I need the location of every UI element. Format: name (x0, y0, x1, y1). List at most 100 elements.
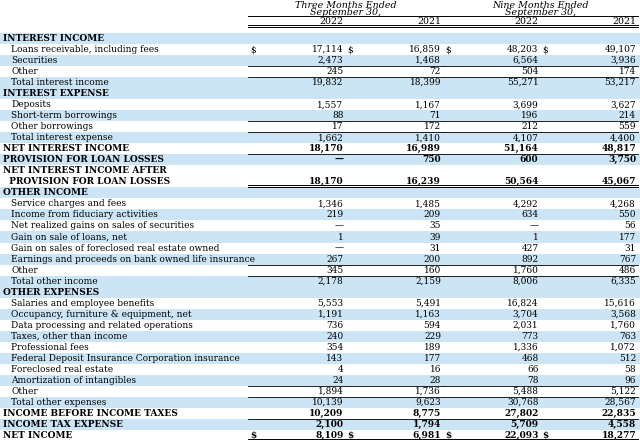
Text: 219: 219 (326, 210, 344, 220)
Text: 2,178: 2,178 (317, 277, 344, 286)
Text: 18,170: 18,170 (309, 144, 344, 153)
Text: 504: 504 (521, 67, 538, 76)
Text: Total interest income: Total interest income (11, 78, 109, 87)
Text: Other: Other (11, 387, 38, 396)
Text: Occupancy, furniture & equipment, net: Occupancy, furniture & equipment, net (11, 310, 191, 319)
Text: NET INCOME: NET INCOME (3, 431, 72, 440)
Text: 8,109: 8,109 (315, 431, 344, 440)
Text: September 30,: September 30, (505, 8, 576, 17)
Text: 18,399: 18,399 (410, 78, 441, 87)
Text: INTEREST EXPENSE: INTEREST EXPENSE (3, 89, 109, 98)
Bar (0, 44, 640, 55)
Bar (0, 110, 640, 121)
Text: Service charges and fees: Service charges and fees (11, 199, 126, 209)
Text: 51,164: 51,164 (504, 144, 538, 153)
Text: Income from fiduciary activities: Income from fiduciary activities (11, 210, 158, 220)
Text: 31: 31 (429, 243, 441, 253)
Text: 267: 267 (326, 254, 344, 264)
Text: 4,107: 4,107 (513, 133, 538, 142)
Text: 6,564: 6,564 (513, 56, 538, 65)
Bar (0, 287, 640, 298)
Text: 214: 214 (619, 111, 636, 120)
Text: 15,616: 15,616 (604, 299, 636, 308)
Text: 3,750: 3,750 (608, 155, 636, 164)
Text: 1,794: 1,794 (413, 420, 441, 429)
Text: 4,400: 4,400 (610, 133, 636, 142)
Text: 196: 196 (521, 111, 538, 120)
Text: 17: 17 (332, 122, 344, 131)
Text: 1,557: 1,557 (317, 100, 344, 109)
Text: 31: 31 (625, 243, 636, 253)
Text: 28,567: 28,567 (604, 398, 636, 407)
Text: INTEREST INCOME: INTEREST INCOME (3, 34, 104, 43)
Text: —: — (335, 221, 344, 231)
Text: INCOME BEFORE INCOME TAXES: INCOME BEFORE INCOME TAXES (3, 409, 178, 418)
Text: 5,488: 5,488 (513, 387, 538, 396)
Text: Net realized gains on sales of securities: Net realized gains on sales of securitie… (11, 221, 194, 231)
Bar (0, 265, 640, 276)
Text: 10,139: 10,139 (312, 398, 344, 407)
Text: Professional fees: Professional fees (11, 343, 89, 352)
Bar (0, 77, 640, 88)
Text: OTHER INCOME: OTHER INCOME (3, 188, 88, 198)
Text: 24: 24 (332, 376, 344, 385)
Text: 3,627: 3,627 (611, 100, 636, 109)
Text: Securities: Securities (11, 56, 58, 65)
Text: 66: 66 (527, 365, 538, 374)
Bar (0, 132, 640, 143)
Text: OTHER EXPENSES: OTHER EXPENSES (3, 288, 99, 297)
Text: 559: 559 (618, 122, 636, 131)
Text: 10,209: 10,209 (309, 409, 344, 418)
Text: 39: 39 (429, 232, 441, 242)
Text: Short-term borrowings: Short-term borrowings (11, 111, 117, 120)
Text: 1,191: 1,191 (317, 310, 344, 319)
Bar (0, 386, 640, 397)
Text: Total other income: Total other income (11, 277, 98, 286)
Text: 5,553: 5,553 (317, 299, 344, 308)
Bar (0, 55, 640, 66)
Text: 48,817: 48,817 (601, 144, 636, 153)
Bar (0, 254, 640, 265)
Bar (0, 209, 640, 220)
Bar (0, 176, 640, 187)
Text: 9,623: 9,623 (415, 398, 441, 407)
Text: 177: 177 (619, 232, 636, 242)
Text: Loans receivable, including fees: Loans receivable, including fees (11, 45, 159, 54)
Text: 16,989: 16,989 (406, 144, 441, 153)
Text: 600: 600 (520, 155, 538, 164)
Text: 177: 177 (424, 354, 441, 363)
Text: Earnings and proceeds on bank owned life insurance: Earnings and proceeds on bank owned life… (11, 254, 255, 264)
Text: 2,100: 2,100 (316, 420, 344, 429)
Text: 48,203: 48,203 (507, 45, 538, 54)
Bar (0, 430, 640, 441)
Bar (0, 419, 640, 430)
Text: 1,346: 1,346 (317, 199, 344, 209)
Text: 8,006: 8,006 (513, 277, 538, 286)
Text: 2,473: 2,473 (318, 56, 344, 65)
Bar (0, 397, 640, 408)
Text: 2021: 2021 (417, 17, 441, 26)
Text: 3,699: 3,699 (513, 100, 538, 109)
Text: 512: 512 (619, 354, 636, 363)
Bar (0, 187, 640, 198)
Text: Other: Other (11, 265, 38, 275)
Text: 172: 172 (424, 122, 441, 131)
Text: 550: 550 (618, 210, 636, 220)
Text: 354: 354 (326, 343, 344, 352)
Text: —: — (335, 243, 344, 253)
Text: 16,239: 16,239 (406, 177, 441, 187)
Text: $: $ (250, 45, 256, 54)
Bar (0, 375, 640, 386)
Text: —: — (529, 221, 538, 231)
Text: NET INTEREST INCOME AFTER: NET INTEREST INCOME AFTER (3, 166, 166, 176)
Text: Foreclosed real estate: Foreclosed real estate (11, 365, 113, 374)
Bar (0, 99, 640, 110)
Text: 486: 486 (619, 265, 636, 275)
Text: Total other expenses: Total other expenses (11, 398, 106, 407)
Text: 56: 56 (625, 221, 636, 231)
Text: Federal Deposit Insurance Corporation insurance: Federal Deposit Insurance Corporation in… (11, 354, 240, 363)
Text: 1,760: 1,760 (610, 321, 636, 330)
Text: 892: 892 (522, 254, 538, 264)
Text: 3,568: 3,568 (610, 310, 636, 319)
Text: 767: 767 (619, 254, 636, 264)
